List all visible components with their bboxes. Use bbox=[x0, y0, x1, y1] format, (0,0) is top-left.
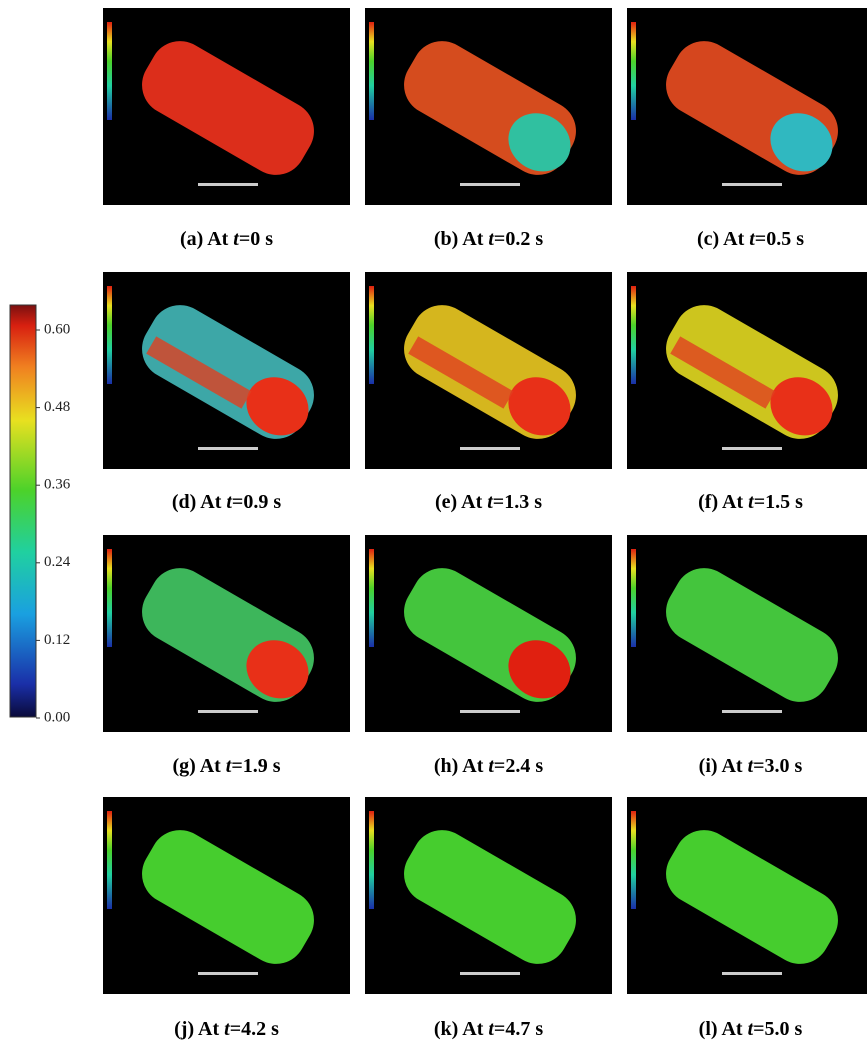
snapshot bbox=[627, 535, 867, 732]
snapshot bbox=[103, 535, 350, 732]
legend-strip bbox=[631, 22, 636, 120]
caption-part: (c) bbox=[697, 228, 719, 250]
caption-part: (g) bbox=[172, 755, 195, 777]
caption-part: =1.3 s bbox=[493, 491, 542, 513]
colorbar-tick-label: 0.60 bbox=[44, 321, 70, 337]
snapshot bbox=[365, 272, 612, 469]
figure: 0.00 0.12 0.24 0.36 0.48 0.60 (a) At t=0 s (b) … bbox=[0, 0, 867, 1048]
caption-part: =0 s bbox=[239, 228, 273, 250]
scale-bar bbox=[198, 972, 258, 975]
scale-bar bbox=[722, 447, 782, 450]
caption-part: At bbox=[721, 1018, 742, 1040]
caption-part: At bbox=[462, 755, 483, 777]
caption-part: At bbox=[723, 228, 744, 250]
caption: (c) At t=0.5 s bbox=[697, 228, 804, 250]
legend-strip bbox=[107, 811, 112, 909]
scale-bar bbox=[722, 710, 782, 713]
scale-bar bbox=[460, 710, 520, 713]
caption-part: =1.5 s bbox=[754, 491, 803, 513]
snapshot bbox=[365, 797, 612, 994]
snapshot bbox=[627, 8, 867, 205]
legend-strip bbox=[369, 811, 374, 909]
caption-part: (i) bbox=[699, 755, 718, 777]
caption: (a) At t=0 s bbox=[180, 228, 273, 250]
legend-strip bbox=[107, 549, 112, 647]
scale-bar bbox=[722, 183, 782, 186]
caption-part: At bbox=[462, 228, 483, 250]
legend-strip bbox=[631, 811, 636, 909]
snapshot bbox=[103, 8, 350, 205]
legend-strip bbox=[107, 22, 112, 120]
caption: (k) At t=4.7 s bbox=[434, 1018, 543, 1040]
caption-part: At bbox=[207, 228, 228, 250]
colorbar-tick-label: 0.24 bbox=[44, 554, 71, 570]
snapshot bbox=[103, 797, 350, 994]
caption-part: =4.2 s bbox=[230, 1018, 279, 1040]
scale-bar bbox=[460, 972, 520, 975]
scale-bar bbox=[460, 183, 520, 186]
caption: (g) At t=1.9 s bbox=[172, 755, 280, 777]
legend-strip bbox=[369, 22, 374, 120]
snapshot bbox=[103, 272, 350, 469]
colorbar-tick-label: 0.00 bbox=[44, 709, 70, 725]
caption: (e) At t=1.3 s bbox=[435, 491, 542, 513]
caption-part: At bbox=[461, 491, 482, 513]
caption: (l) At t=5.0 s bbox=[699, 1018, 803, 1040]
caption-part: (j) bbox=[174, 1018, 194, 1040]
snapshot bbox=[365, 535, 612, 732]
caption-part: At bbox=[200, 755, 221, 777]
caption-part: =0.5 s bbox=[755, 228, 804, 250]
colorbar-tick-label: 0.36 bbox=[44, 477, 71, 493]
legend-strip bbox=[107, 286, 112, 384]
snapshot bbox=[365, 8, 612, 205]
snapshot bbox=[627, 272, 867, 469]
colorbar bbox=[10, 305, 36, 717]
caption-part: =3.0 s bbox=[753, 755, 802, 777]
caption-part: =5.0 s bbox=[753, 1018, 802, 1040]
scale-bar bbox=[460, 447, 520, 450]
caption: (b) At t=0.2 s bbox=[434, 228, 543, 250]
colorbar-tick-label: 0.48 bbox=[44, 399, 70, 415]
caption: (f) At t=1.5 s bbox=[698, 491, 803, 513]
scale-bar bbox=[198, 710, 258, 713]
caption-part: (k) bbox=[434, 1018, 458, 1040]
legend-strip bbox=[369, 549, 374, 647]
legend-strip bbox=[369, 286, 374, 384]
caption-part: (l) bbox=[699, 1018, 718, 1040]
caption-part: (e) bbox=[435, 491, 457, 513]
caption: (h) At t=2.4 s bbox=[434, 755, 543, 777]
caption-part: (b) bbox=[434, 228, 458, 250]
caption-part: (f) bbox=[698, 491, 718, 513]
legend-strip bbox=[631, 549, 636, 647]
caption-part: =4.7 s bbox=[494, 1018, 543, 1040]
caption-part: At bbox=[198, 1018, 219, 1040]
caption: (j) At t=4.2 s bbox=[174, 1018, 279, 1040]
scale-bar bbox=[722, 972, 782, 975]
caption-part: (a) bbox=[180, 228, 203, 250]
scale-bar bbox=[198, 183, 258, 186]
caption: (d) At t=0.9 s bbox=[172, 491, 281, 513]
caption-part: At bbox=[200, 491, 221, 513]
scale-bar bbox=[198, 447, 258, 450]
caption-part: At bbox=[722, 491, 743, 513]
caption: (i) At t=3.0 s bbox=[699, 755, 803, 777]
caption-part: At bbox=[462, 1018, 483, 1040]
colorbar-tick-label: 0.12 bbox=[44, 632, 70, 648]
caption-part: At bbox=[721, 755, 742, 777]
caption-part: =0.2 s bbox=[494, 228, 543, 250]
snapshot bbox=[627, 797, 867, 994]
caption-part: =0.9 s bbox=[232, 491, 281, 513]
legend-strip bbox=[631, 286, 636, 384]
caption-part: (d) bbox=[172, 491, 196, 513]
caption-part: (h) bbox=[434, 755, 458, 777]
caption-part: =1.9 s bbox=[231, 755, 280, 777]
caption-part: =2.4 s bbox=[494, 755, 543, 777]
